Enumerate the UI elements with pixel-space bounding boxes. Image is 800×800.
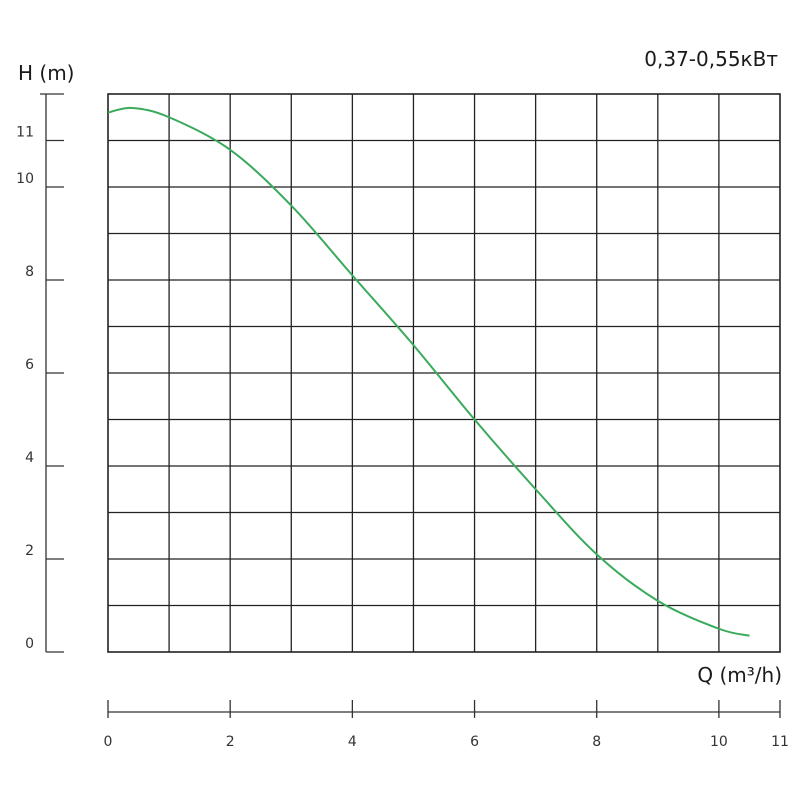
chart-title: 0,37-0,55кВт: [644, 47, 778, 71]
plot-frame: [107, 93, 781, 653]
y-tick-label: 4: [25, 450, 34, 466]
x-tick-label: 10: [710, 734, 728, 750]
x-axis-ticks: 0 2 4 6 8 10 11: [104, 700, 789, 750]
y-axis-label: H (m): [18, 61, 74, 85]
x-tick-label: 0: [104, 734, 113, 750]
x-tick-label: 4: [348, 734, 357, 750]
x-tick-label: 2: [226, 734, 235, 750]
head-flow-curve: [107, 106, 750, 637]
y-tick-label: 2: [25, 543, 34, 559]
x-axis-label: Q (m³/h): [697, 663, 782, 687]
y-tick-label: 8: [25, 264, 34, 280]
x-tick-label: 11: [771, 734, 789, 750]
y-tick-label: 10: [16, 171, 34, 187]
y-tick-label: 11: [16, 125, 34, 141]
y-tick-label: 6: [25, 357, 34, 373]
x-tick-label: 6: [470, 734, 479, 750]
y-tick-label: 0: [25, 636, 34, 652]
plot-grid: [108, 94, 780, 652]
x-tick-label: 8: [592, 734, 601, 750]
y-axis-ticks: 0 2 4 6 8 10 11: [16, 93, 64, 653]
